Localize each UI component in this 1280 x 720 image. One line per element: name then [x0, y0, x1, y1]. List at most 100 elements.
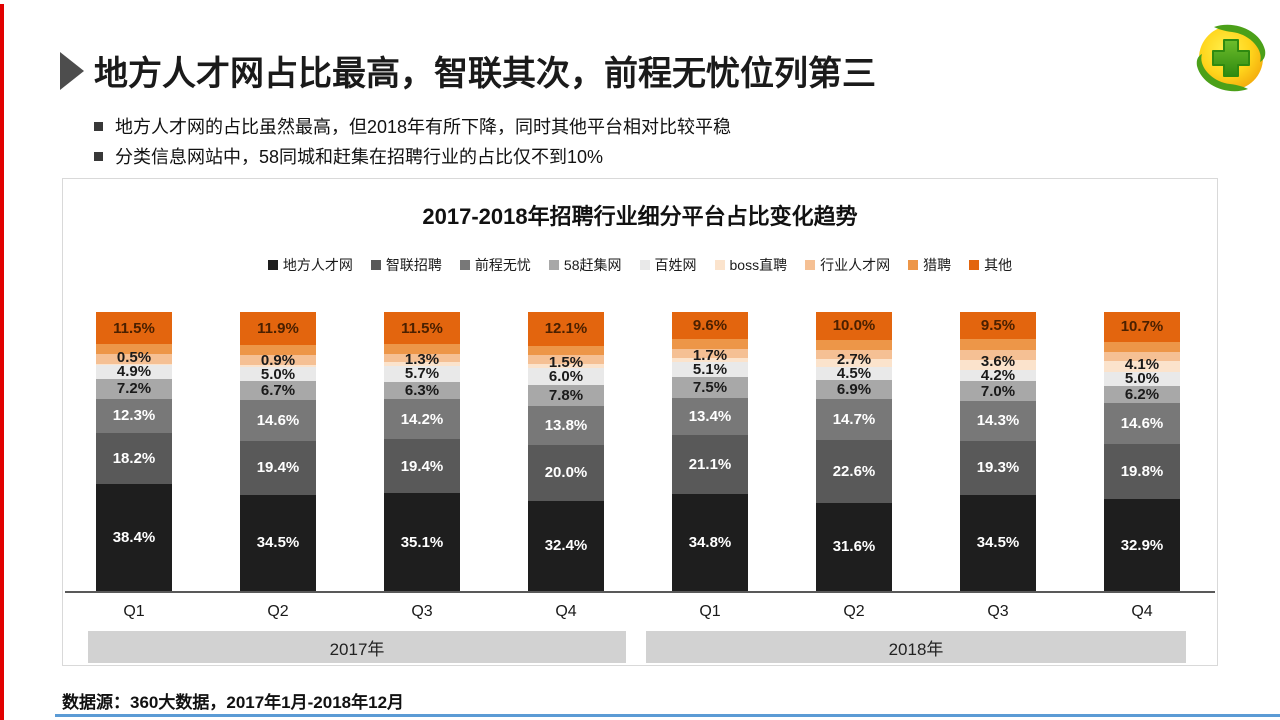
bar-segment — [960, 338, 1036, 350]
legend-swatch-icon — [459, 260, 470, 270]
bar-segment — [96, 312, 172, 345]
segment-label: 34.8% — [688, 533, 732, 551]
title-arrow-icon — [60, 52, 84, 90]
bar-segment — [960, 401, 1036, 441]
chart-legend: 地方人才网 智联招聘 前程无忧 58赶集网 百姓网 boss直聘 行业人才网 猎聘 其他 — [63, 255, 1217, 275]
legend-swatch-icon — [370, 260, 381, 270]
x-axis-category-label: Q4 — [1131, 603, 1153, 620]
bar-segment — [384, 353, 460, 363]
bar-segment — [240, 355, 316, 365]
segment-label: 2.7% — [836, 350, 872, 368]
x-axis-line — [65, 591, 1215, 593]
bar-segment — [816, 339, 892, 351]
segment-label: 7.0% — [980, 382, 1016, 400]
segment-label: 5.1% — [692, 361, 728, 379]
bullet-item: 分类信息网站中，58同城和赶集在招聘行业的占比仅不到10% — [94, 146, 603, 168]
legend-item: 行业人才网 — [805, 255, 890, 275]
bar-segment — [528, 355, 604, 364]
segment-label: 34.5% — [976, 534, 1020, 552]
legend-item: 58赶集网 — [548, 255, 622, 275]
bar-segment — [1104, 403, 1180, 444]
bar-segment — [816, 366, 892, 380]
bar-segment — [96, 378, 172, 399]
bottom-accent-line — [55, 714, 1280, 717]
bar-segment — [96, 365, 172, 379]
bar-segment — [528, 384, 604, 407]
bar-segment — [240, 494, 316, 591]
segment-label: 1.3% — [404, 351, 440, 369]
bar-segment — [816, 502, 892, 591]
legend-item: 前程无忧 — [459, 255, 531, 275]
segment-label: 0.9% — [260, 351, 296, 369]
bar-segment — [384, 362, 460, 366]
legend-item: 猎聘 — [908, 255, 951, 275]
bar-segment — [1104, 499, 1180, 591]
segment-label: 5.0% — [260, 365, 296, 383]
legend-item: boss直聘 — [714, 255, 788, 275]
bar-segment — [528, 444, 604, 501]
bar-segment — [672, 357, 748, 363]
x-axis-category-label: Q3 — [411, 603, 433, 620]
legend-label: 其他 — [984, 257, 1013, 273]
left-accent-bar — [0, 4, 4, 720]
bar-segment — [960, 494, 1036, 591]
segment-label: 9.6% — [692, 316, 728, 334]
segment-label: 14.3% — [976, 412, 1020, 430]
legend-label: 猎聘 — [923, 257, 952, 273]
segment-label: 18.2% — [112, 449, 156, 467]
legend-label: boss直聘 — [729, 257, 788, 273]
segment-label: 12.1% — [544, 320, 588, 338]
footer-source: 数据源：360大数据，2017年1月-2018年12月 — [62, 693, 405, 712]
bar-segment — [384, 438, 460, 494]
legend-item: 地方人才网 — [267, 255, 353, 275]
bullet-square-icon — [94, 122, 103, 131]
bar-segment — [816, 398, 892, 440]
bar-segment — [96, 363, 172, 365]
bar-segment — [384, 381, 460, 400]
x-axis-category-label: Q3 — [987, 603, 1009, 620]
bar-segment — [960, 440, 1036, 495]
bar-segment — [96, 483, 172, 591]
segment-label: 7.2% — [116, 380, 152, 398]
bullet-square-icon — [94, 152, 103, 161]
segment-label: 1.5% — [548, 353, 584, 371]
bar-segment — [960, 359, 1036, 370]
segment-label: 6.3% — [404, 382, 440, 400]
legend-swatch-icon — [639, 260, 650, 270]
bar-segment — [384, 312, 460, 345]
bar-segment — [1104, 371, 1180, 386]
chart-panel: 2017-2018年招聘行业细分平台占比变化趋势 地方人才网 智联招聘 前程无忧 58… — [62, 178, 1218, 666]
bar-segment — [672, 397, 748, 436]
segment-label: 19.8% — [1120, 463, 1164, 481]
segment-label: 4.1% — [1124, 356, 1160, 374]
legend-label: 智联招聘 — [385, 257, 442, 273]
segment-label: 0.5% — [116, 349, 152, 367]
bar-segment — [672, 348, 748, 358]
legend-swatch-icon — [267, 260, 278, 270]
bar-segment — [1104, 341, 1180, 352]
segment-label: 6.0% — [548, 367, 584, 385]
year-band-2017: 2017年 — [88, 631, 626, 663]
plot-area: 38.4% 18.2% 12.3% 7.2% 4.9% 0.5% 11.5% Q1 34.5% 1… — [63, 179, 1217, 665]
legend-label: 58赶集网 — [563, 257, 622, 273]
x-axis-category-label: Q1 — [123, 603, 145, 620]
legend-label: 行业人才网 — [820, 257, 891, 273]
segment-label: 6.9% — [836, 380, 872, 398]
x-axis-category-label: Q2 — [267, 603, 289, 620]
bar-segment — [384, 493, 460, 591]
segment-label: 19.4% — [256, 459, 300, 477]
legend-swatch-icon — [548, 260, 559, 270]
bar-segment — [672, 493, 748, 591]
segment-label: 1.7% — [692, 347, 728, 365]
year-band-2018: 2018年 — [646, 631, 1186, 663]
segment-label: 21.1% — [688, 455, 732, 473]
legend-swatch-icon — [908, 260, 919, 270]
bar-segment — [240, 345, 316, 356]
x-axis-category-label: Q1 — [699, 603, 721, 620]
bar-segment — [384, 365, 460, 382]
bullet-text: 地方人才网的占比虽然最高，但2018年有所下降，同时其他平台相对比较平稳 — [115, 117, 732, 137]
segment-label: 31.6% — [832, 538, 876, 556]
chart-title: 2017-2018年招聘行业细分平台占比变化趋势 — [422, 204, 858, 229]
segment-label: 14.6% — [1120, 415, 1164, 433]
